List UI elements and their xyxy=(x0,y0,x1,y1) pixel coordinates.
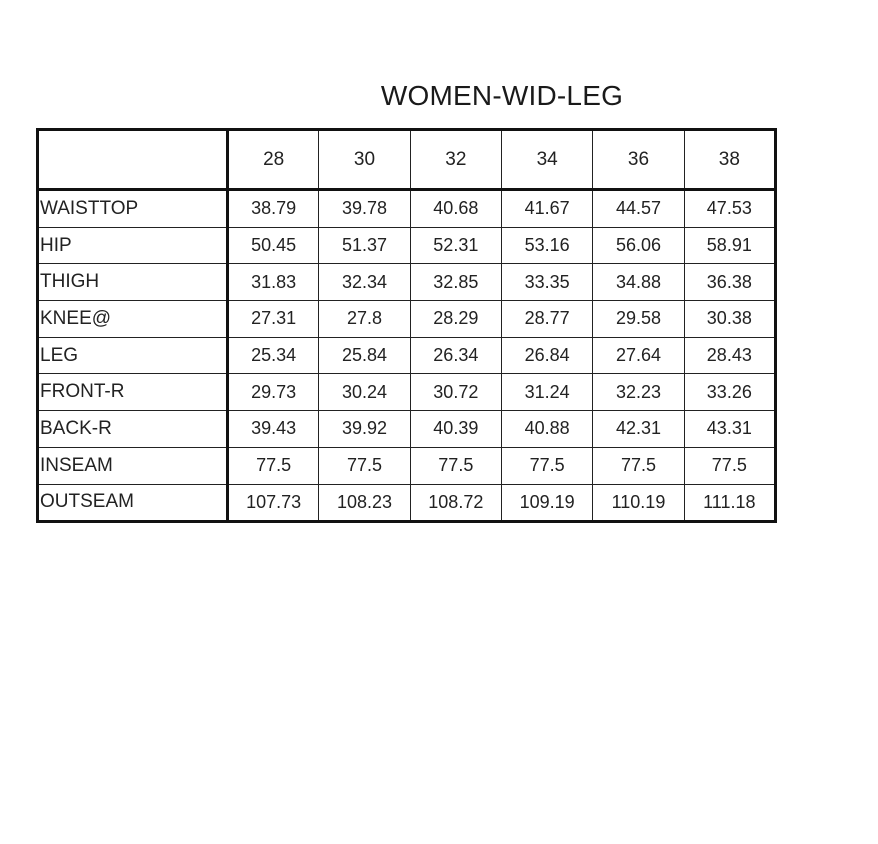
row-label: FRONT-R xyxy=(37,373,229,412)
column-header-size: 32 xyxy=(409,129,502,191)
measurement-cell: 38.79 xyxy=(226,189,320,228)
measurement-cell: 77.5 xyxy=(683,446,777,485)
measurement-cell: 27.64 xyxy=(592,336,685,375)
measurement-cell: 77.5 xyxy=(226,446,320,485)
column-header-size: 30 xyxy=(318,129,411,191)
measurement-cell: 28.29 xyxy=(409,300,502,338)
table-row: WAISTTOP 38.79 39.78 40.68 41.67 44.57 47.53 xyxy=(37,189,777,228)
measurement-cell: 39.92 xyxy=(318,410,411,448)
table-row: BACK-R 39.43 39.92 40.39 40.88 42.31 43.31 xyxy=(37,410,777,448)
measurement-cell: 31.24 xyxy=(500,373,594,412)
measurement-cell: 25.84 xyxy=(318,336,411,375)
corner-cell xyxy=(37,129,229,191)
measurement-cell: 111.18 xyxy=(683,483,777,523)
measurement-cell: 56.06 xyxy=(592,226,685,265)
measurement-cell: 40.39 xyxy=(409,410,502,448)
measurement-cell: 50.45 xyxy=(226,226,320,265)
measurement-cell: 27.8 xyxy=(318,300,411,338)
measurement-cell: 27.31 xyxy=(226,300,320,338)
measurement-cell: 42.31 xyxy=(592,410,685,448)
table-row: OUTSEAM 107.73 108.23 108.72 109.19 110.19 111… xyxy=(37,483,777,523)
measurement-cell: 30.72 xyxy=(409,373,502,412)
measurement-cell: 32.34 xyxy=(318,263,411,302)
measurement-cell: 41.67 xyxy=(500,189,594,228)
measurement-cell: 30.24 xyxy=(318,373,411,412)
measurement-cell: 77.5 xyxy=(409,446,502,485)
size-table: 28 30 32 34 36 38 WAISTTOP 38.79 39.78 40.68 41.6… xyxy=(36,128,777,524)
measurement-cell: 29.58 xyxy=(592,300,685,338)
table-row: THIGH 31.83 32.34 32.85 33.35 34.88 36.38 xyxy=(37,263,777,302)
measurement-cell: 33.26 xyxy=(683,373,777,412)
measurement-cell: 28.77 xyxy=(500,300,594,338)
column-header-size: 28 xyxy=(226,129,320,191)
measurement-cell: 31.83 xyxy=(226,263,320,302)
measurement-cell: 40.88 xyxy=(500,410,594,448)
measurement-cell: 107.73 xyxy=(226,483,320,523)
measurement-cell: 39.78 xyxy=(318,189,411,228)
row-label: HIP xyxy=(37,226,229,265)
chart-title: WOMEN-WID-LEG xyxy=(380,80,624,111)
measurement-cell: 33.35 xyxy=(500,263,594,302)
table-row: FRONT-R 29.73 30.24 30.72 31.24 32.23 33.26 xyxy=(37,373,777,412)
column-header-size: 36 xyxy=(592,129,685,191)
measurement-cell: 30.38 xyxy=(683,300,777,338)
row-label: THIGH xyxy=(37,263,229,302)
table-row: INSEAM 77.5 77.5 77.5 77.5 77.5 77.5 xyxy=(37,446,777,485)
measurement-cell: 34.88 xyxy=(592,263,685,302)
measurement-cell: 108.72 xyxy=(409,483,502,523)
table-row: LEG 25.34 25.84 26.34 26.84 27.64 28.43 xyxy=(37,336,777,375)
measurement-cell: 44.57 xyxy=(592,189,685,228)
measurement-cell: 108.23 xyxy=(318,483,411,523)
measurement-cell: 32.85 xyxy=(409,263,502,302)
measurement-cell: 40.68 xyxy=(409,189,502,228)
table-row: KNEE@ 27.31 27.8 28.29 28.77 29.58 30.38 xyxy=(37,300,777,338)
measurement-cell: 110.19 xyxy=(592,483,685,523)
row-label: INSEAM xyxy=(37,446,229,485)
measurement-cell: 26.34 xyxy=(409,336,502,375)
measurement-cell: 77.5 xyxy=(500,446,594,485)
measurement-cell: 53.16 xyxy=(500,226,594,265)
measurement-cell: 36.38 xyxy=(683,263,777,302)
measurement-cell: 39.43 xyxy=(226,410,320,448)
table-row: HIP 50.45 51.37 52.31 53.16 56.06 58.91 xyxy=(37,226,777,265)
measurement-cell: 28.43 xyxy=(683,336,777,375)
row-label: OUTSEAM xyxy=(37,483,229,523)
measurement-cell: 43.31 xyxy=(683,410,777,448)
measurement-cell: 29.73 xyxy=(226,373,320,412)
measurement-cell: 32.23 xyxy=(592,373,685,412)
row-label: LEG xyxy=(37,336,229,375)
measurement-cell: 25.34 xyxy=(226,336,320,375)
measurement-cell: 26.84 xyxy=(500,336,594,375)
measurement-cell: 109.19 xyxy=(500,483,594,523)
row-label: WAISTTOP xyxy=(37,189,229,228)
measurement-cell: 77.5 xyxy=(592,446,685,485)
measurement-cell: 51.37 xyxy=(318,226,411,265)
header-row: 28 30 32 34 36 38 xyxy=(37,129,777,191)
row-label: BACK-R xyxy=(37,410,229,448)
measurement-cell: 77.5 xyxy=(318,446,411,485)
row-label: KNEE@ xyxy=(37,300,229,338)
column-header-size: 38 xyxy=(683,129,777,191)
measurement-cell: 58.91 xyxy=(683,226,777,265)
measurement-cell: 52.31 xyxy=(409,226,502,265)
column-header-size: 34 xyxy=(500,129,594,191)
measurement-cell: 47.53 xyxy=(683,189,777,228)
